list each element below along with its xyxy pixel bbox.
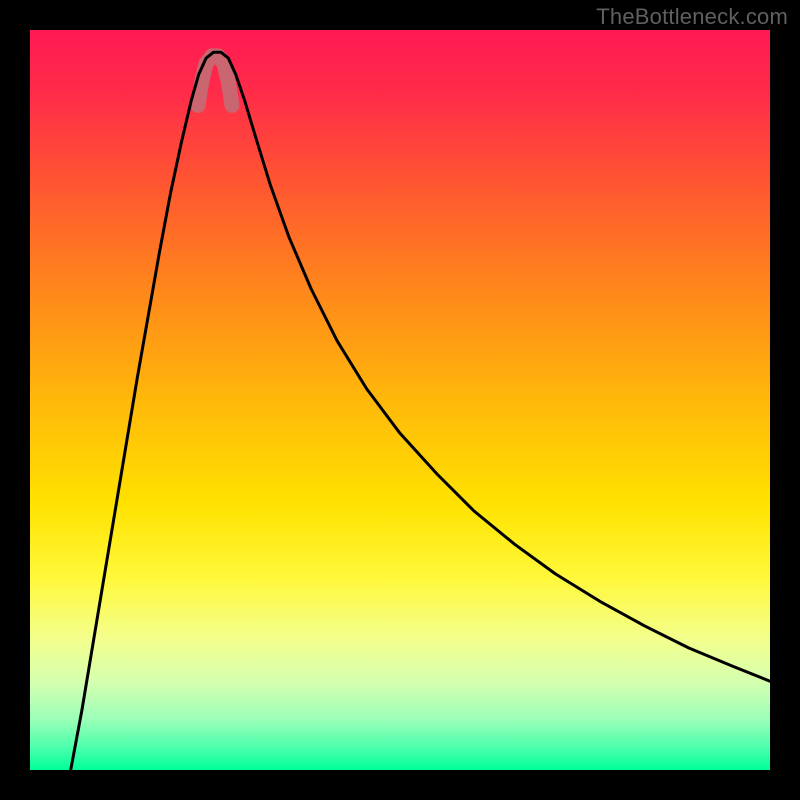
chart-curve-layer — [30, 30, 770, 770]
chart-main-curve — [71, 52, 770, 770]
chart-plot-area — [30, 30, 770, 770]
watermark-text: TheBottleneck.com — [596, 4, 788, 30]
